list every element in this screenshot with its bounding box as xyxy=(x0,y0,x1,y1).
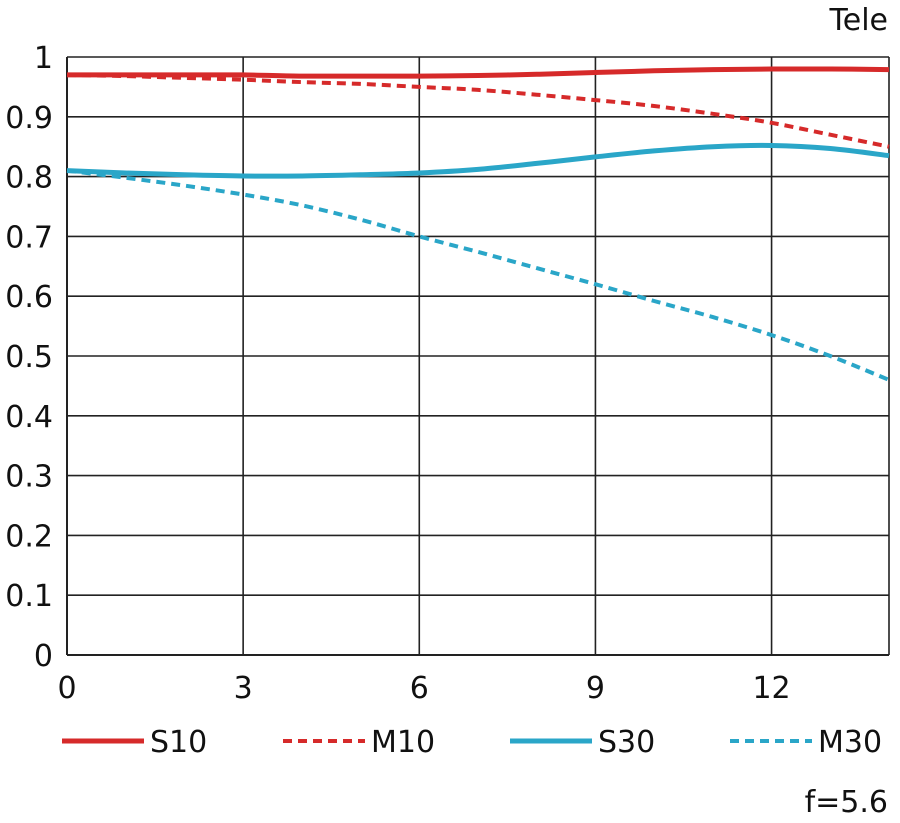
series-line-s10 xyxy=(67,66,890,79)
y-tick-label: 0.9 xyxy=(5,101,53,136)
x-tick-label: 0 xyxy=(57,671,76,706)
series-line-s30 xyxy=(66,142,890,179)
aperture-footnote: f=5.6 xyxy=(805,785,888,820)
legend-label-m10: M10 xyxy=(371,725,435,760)
x-tick-label: 6 xyxy=(410,671,429,706)
legend-label-s10: S10 xyxy=(150,725,207,760)
y-tick-label: 0.8 xyxy=(5,161,53,196)
x-tick-label: 3 xyxy=(234,671,253,706)
legend: S10 M10 S30 M30 xyxy=(62,725,882,760)
y-tick-label: 0.1 xyxy=(5,579,53,614)
series-line-m10 xyxy=(66,72,890,149)
grid-lines xyxy=(66,56,890,656)
x-tick-label: 9 xyxy=(586,671,605,706)
y-tick-label: 0.3 xyxy=(5,460,53,495)
y-tick-label: 0 xyxy=(34,639,53,674)
chart-title: Tele xyxy=(829,3,888,38)
x-tick-label: 12 xyxy=(752,671,790,706)
y-tick-label: 1 xyxy=(34,41,53,76)
legend-label-m30: M30 xyxy=(818,725,882,760)
y-tick-label: 0.5 xyxy=(5,340,53,375)
y-tick-label: 0.2 xyxy=(5,519,53,554)
y-tick-label: 0.6 xyxy=(5,280,53,315)
y-tick-label: 0.7 xyxy=(5,220,53,255)
axis-tick-labels: 0 0.1 0.2 0.3 0.4 0.5 0.6 0.7 0.8 0.9 1 0 3 6 9 12 xyxy=(5,41,790,706)
legend-label-s30: S30 xyxy=(598,725,655,760)
series-lines xyxy=(66,66,890,382)
y-tick-label: 0.4 xyxy=(5,400,53,435)
series-line-m30 xyxy=(66,168,890,382)
